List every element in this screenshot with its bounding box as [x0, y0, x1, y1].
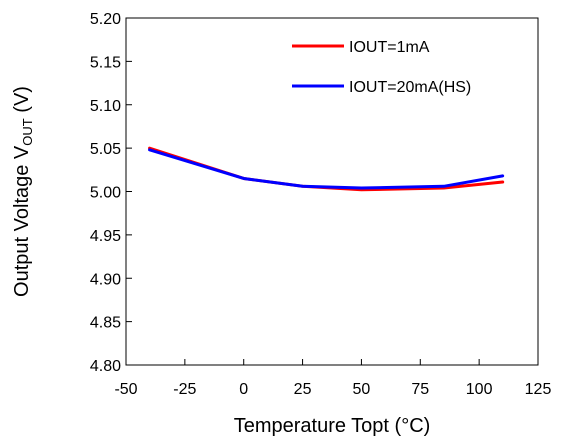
- y-axis-label-unit: (V): [11, 86, 33, 118]
- legend: IOUT=1mA IOUT=20mA(HS): [292, 39, 471, 96]
- x-tick-label: 50: [353, 381, 371, 398]
- x-tick-label: -25: [173, 381, 196, 398]
- x-tick-label: 25: [294, 381, 312, 398]
- y-tick-label: 4.90: [90, 271, 121, 288]
- y-tick-label: 4.80: [90, 358, 121, 375]
- y-axis-label-sub: OUT: [20, 118, 35, 146]
- series-lines: [150, 148, 503, 190]
- y-axis-label: Output Voltage VOUT (V): [11, 86, 35, 297]
- y-axis-label-main: Output Voltage V: [11, 145, 33, 297]
- legend-label-iout-1ma: IOUT=1mA: [349, 39, 430, 56]
- x-tick-label: 0: [239, 381, 248, 398]
- series-line-1: [150, 150, 503, 188]
- x-tick-label: 100: [466, 381, 493, 398]
- series-line-0: [150, 148, 503, 190]
- x-tick-label: -50: [114, 381, 137, 398]
- plot-frame: [126, 18, 538, 365]
- y-tick-label: 4.95: [90, 228, 121, 245]
- y-tick-label: 5.00: [90, 185, 121, 202]
- x-tick-label: 125: [525, 381, 552, 398]
- y-tick-label: 4.85: [90, 315, 121, 332]
- y-tick-label: 5.05: [90, 141, 121, 158]
- y-tick-label: 5.15: [90, 54, 121, 71]
- legend-label-iout-20ma-hs: IOUT=20mA(HS): [349, 79, 471, 96]
- x-axis-label: Temperature Topt (°C): [234, 415, 431, 437]
- x-tick-label: 75: [411, 381, 429, 398]
- y-tick-label: 5.20: [90, 11, 121, 28]
- y-tick-label: 5.10: [90, 98, 121, 115]
